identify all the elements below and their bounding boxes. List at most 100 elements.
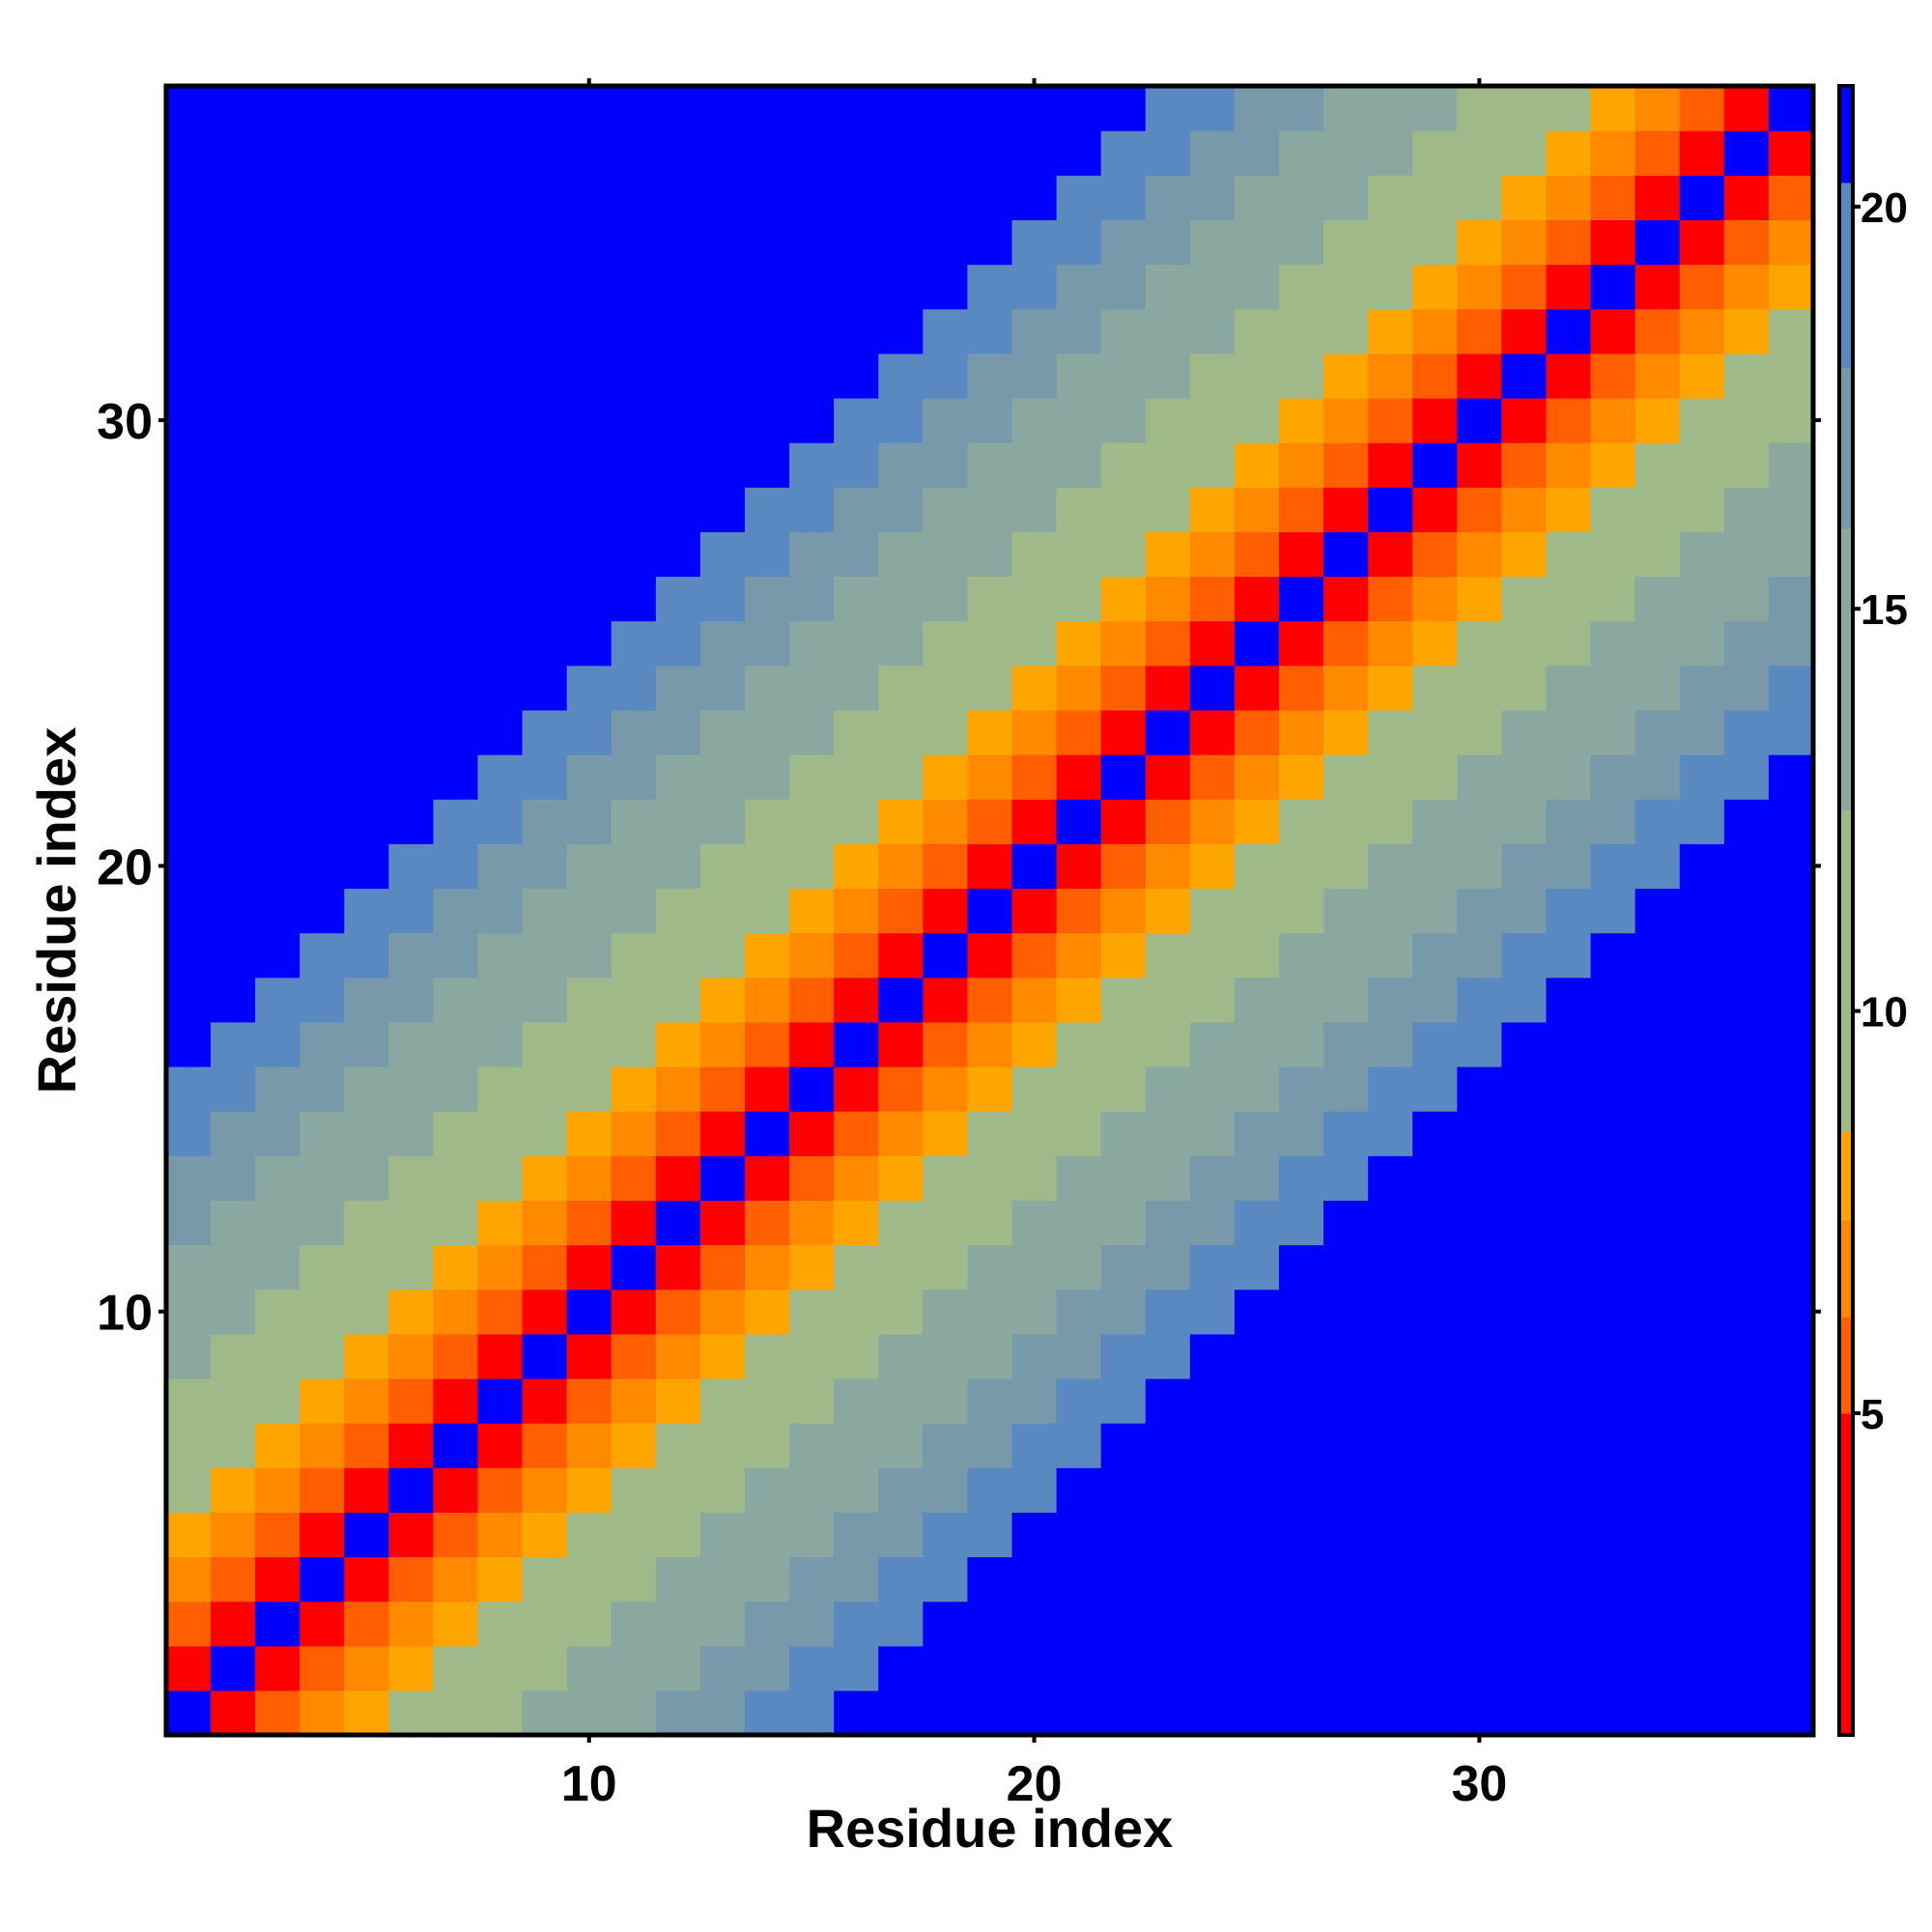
heatmap-cell [1679, 1467, 1725, 1513]
heatmap-cell [1412, 531, 1458, 578]
heatmap-cell [789, 576, 835, 622]
heatmap-cell [655, 219, 701, 266]
colorbar-tick-label: 5 [1861, 1391, 1884, 1438]
heatmap-cell [1457, 1645, 1503, 1691]
heatmap-cell [344, 1690, 389, 1736]
heatmap-cell [745, 843, 790, 890]
heatmap-cell [1056, 1512, 1102, 1558]
heatmap-cell [1634, 799, 1681, 844]
heatmap-cell [1100, 130, 1147, 176]
heatmap-cell [1546, 1289, 1592, 1335]
heatmap-cell [1457, 1467, 1503, 1513]
heatmap-cell [834, 353, 879, 399]
heatmap-cell [1590, 1645, 1636, 1691]
heatmap-cell [1412, 1333, 1458, 1379]
heatmap-cell [1368, 799, 1413, 844]
heatmap-cell [1546, 843, 1592, 890]
heatmap-cell [1323, 1111, 1369, 1156]
heatmap-cell [1590, 86, 1636, 131]
heatmap-cell [878, 1155, 923, 1201]
heatmap-cell [299, 1423, 345, 1468]
heatmap-cell [1145, 1601, 1191, 1647]
heatmap-cell [344, 397, 389, 443]
heatmap-cell [522, 397, 568, 443]
heatmap-cell [1279, 1601, 1324, 1647]
heatmap-cell [834, 1155, 879, 1201]
heatmap-cell [1546, 1423, 1592, 1468]
heatmap-cell [1100, 1423, 1147, 1468]
heatmap-cell [1100, 1467, 1147, 1513]
heatmap-cell [1189, 932, 1236, 979]
heatmap-cell [522, 1111, 568, 1156]
heatmap-cell [211, 932, 256, 979]
heatmap-cell [299, 576, 345, 622]
heatmap-cell [1368, 665, 1413, 711]
heatmap-cell [699, 442, 746, 488]
heatmap-cell [1723, 1423, 1770, 1468]
heatmap-cell [1723, 175, 1770, 221]
heatmap-cell [745, 1467, 790, 1513]
heatmap-cell [1768, 487, 1814, 532]
heatmap-cell [477, 264, 524, 310]
heatmap-cell [1412, 754, 1458, 800]
heatmap-cell [211, 1645, 256, 1691]
heatmap-cell [745, 175, 790, 221]
heatmap-cell [1368, 130, 1413, 176]
heatmap-cell [1679, 1690, 1725, 1736]
heatmap-cell [1189, 620, 1236, 667]
heatmap-cell [1189, 1512, 1236, 1558]
heatmap-cell [388, 264, 435, 310]
heatmap-cell [1189, 1200, 1236, 1246]
heatmap-cell [211, 442, 256, 488]
heatmap-cell [1279, 487, 1324, 532]
heatmap-cell [923, 576, 969, 622]
heatmap-cell [699, 1378, 746, 1424]
heatmap-cell [1590, 1065, 1636, 1112]
heatmap-cell [1590, 888, 1636, 934]
heatmap-cell [923, 531, 969, 578]
heatmap-cell [344, 665, 389, 711]
heatmap-cell [1368, 977, 1413, 1023]
heatmap-cell [1546, 531, 1592, 578]
heatmap-cell [1189, 754, 1236, 800]
heatmap-cell [388, 1021, 435, 1067]
heatmap-cell [1501, 1512, 1548, 1558]
heatmap-cell [655, 977, 701, 1023]
heatmap-cell [1279, 620, 1324, 667]
heatmap-cell [1768, 1645, 1814, 1691]
heatmap-cell [1056, 264, 1102, 310]
heatmap-cell [967, 1512, 1013, 1558]
heatmap-cell [923, 1467, 969, 1513]
heatmap-cell [967, 219, 1013, 266]
heatmap-cell [1189, 130, 1236, 176]
heatmap-cell [344, 1111, 389, 1156]
heatmap-cell [1768, 799, 1814, 844]
heatmap-cell [1056, 531, 1102, 578]
heatmap-cell [878, 1467, 923, 1513]
heatmap-cell [1100, 1244, 1147, 1291]
heatmap-cell [477, 1512, 524, 1558]
heatmap-cell [211, 888, 256, 934]
heatmap-cell [1501, 1690, 1548, 1736]
heatmap-cell [1279, 264, 1324, 310]
heatmap-cell [299, 754, 345, 800]
heatmap-cell [1100, 1289, 1147, 1335]
heatmap-cell [1590, 754, 1636, 800]
heatmap-cell [522, 1601, 568, 1647]
heatmap-cell [522, 1645, 568, 1691]
heatmap-cell [1145, 620, 1191, 667]
heatmap-cell [388, 1423, 435, 1468]
heatmap-cell [699, 308, 746, 355]
heatmap-cell [655, 1601, 701, 1647]
heatmap-cell [1634, 709, 1681, 755]
heatmap-cell [611, 620, 657, 667]
heatmap-cell [745, 1155, 790, 1201]
heatmap-cell [878, 799, 923, 844]
heatmap-cell [566, 932, 612, 979]
heatmap-cell [1634, 397, 1681, 443]
heatmap-cell [1056, 1601, 1102, 1647]
heatmap-cell [1279, 1289, 1324, 1335]
heatmap-cell [878, 487, 923, 532]
heatmap-cell [299, 487, 345, 532]
heatmap-cell [1412, 1512, 1458, 1558]
